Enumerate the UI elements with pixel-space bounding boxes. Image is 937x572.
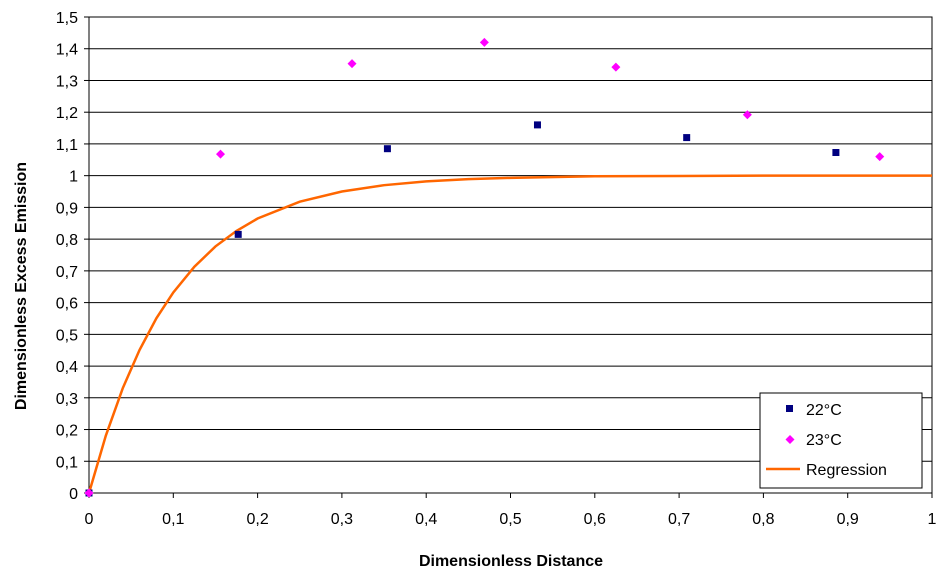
data-point-23c <box>479 37 489 47</box>
y-tick-label: 0,2 <box>56 423 78 440</box>
y-tick-label: 0,8 <box>56 232 78 249</box>
legend-diamond-marker <box>785 435 795 444</box>
legend-label-23c: 23°C <box>806 432 842 449</box>
y-tick-label: 1 <box>69 169 78 186</box>
data-points-layer <box>84 37 885 498</box>
x-tick-label: 0,2 <box>246 511 268 528</box>
x-tick-label: 0,9 <box>837 511 859 528</box>
x-tick-label: 0,1 <box>162 511 184 528</box>
y-tick-label: 0,9 <box>56 200 78 217</box>
legend-label-22c: 22°C <box>806 402 842 419</box>
legend-entry-regression: Regression <box>766 462 887 479</box>
legend-square-marker <box>786 405 793 412</box>
y-tick-label: 1,4 <box>56 42 78 59</box>
y-axis-label: Dimensionless Excess Emission <box>13 162 30 410</box>
x-tick-label: 0,5 <box>499 511 521 528</box>
data-point-22c <box>533 121 541 129</box>
x-tick-label: 0,7 <box>668 511 690 528</box>
y-tick-label: 0,5 <box>56 327 78 344</box>
legend-label-regression: Regression <box>806 462 887 479</box>
x-tick-label: 0,6 <box>584 511 606 528</box>
y-tick-label: 0,3 <box>56 391 78 408</box>
data-point-22c <box>832 149 840 157</box>
axes <box>84 16 933 498</box>
x-tick-label: 0 <box>85 511 94 528</box>
data-point-23c <box>611 62 621 72</box>
plot-area-frame <box>88 16 933 494</box>
x-tick-labels: 0 0,1 0,2 0,3 0,4 0,5 0,6 0,7 0,8 0,9 1 <box>85 511 937 528</box>
data-point-22c <box>683 134 691 142</box>
data-point-22c <box>234 230 242 238</box>
legend: 22°C 23°C Regression <box>759 392 923 489</box>
x-tick-label: 0,8 <box>752 511 774 528</box>
y-tick-label: 1,3 <box>56 73 78 90</box>
gridlines <box>89 16 932 462</box>
x-axis-label: Dimensionless Distance <box>419 553 603 570</box>
data-point-23c <box>216 149 226 159</box>
x-tick-label: 0,3 <box>331 511 353 528</box>
data-point-23c <box>347 59 357 69</box>
x-tick-label: 1 <box>928 511 937 528</box>
regression-line <box>87 174 932 494</box>
x-tick-label: 0,4 <box>415 511 437 528</box>
regression-line-layer <box>87 174 932 494</box>
y-tick-label: 1,5 <box>56 10 78 27</box>
data-point-22c <box>383 145 391 153</box>
y-tick-label: 0,6 <box>56 296 78 313</box>
y-tick-label: 1,2 <box>56 105 78 122</box>
legend-entry-22c: 22°C <box>786 402 842 419</box>
data-point-23c <box>84 488 94 498</box>
data-point-23c <box>742 110 752 120</box>
y-tick-label: 1,1 <box>56 137 78 154</box>
y-tick-label: 0,1 <box>56 454 78 471</box>
data-point-23c <box>875 152 885 162</box>
y-tick-label: 0 <box>69 486 78 503</box>
legend-entry-23c: 23°C <box>785 432 842 449</box>
y-tick-label: 0,4 <box>56 359 78 376</box>
y-tick-labels: 0 0,1 0,2 0,3 0,4 0,5 0,6 0,7 0,8 0,9 1 1,1 1,2 1,3 1,… <box>56 10 78 503</box>
y-tick-label: 0,7 <box>56 264 78 281</box>
